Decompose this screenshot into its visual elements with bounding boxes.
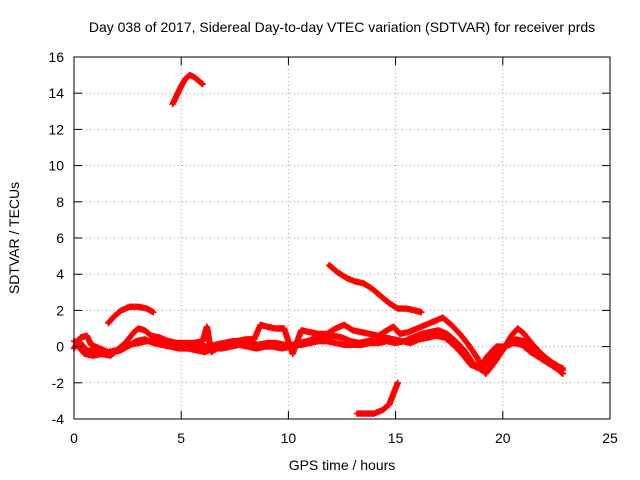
axis-ticks: 0 5 10 15 20 25 -4 -2 0 2 4 6 8 10 12 14 16 <box>48 49 618 446</box>
y-tick-label: 12 <box>48 121 64 137</box>
x-tick-label: 15 <box>388 430 404 446</box>
x-tick-label: 20 <box>495 430 511 446</box>
x-tick-label: 10 <box>281 430 297 446</box>
y-tick-label: -4 <box>52 411 65 427</box>
series-arc-high <box>169 71 206 108</box>
y-tick-label: -2 <box>52 375 65 391</box>
data-point <box>394 379 401 386</box>
x-tick-label: 0 <box>70 430 78 446</box>
y-axis-label: SDTVAR / TECUs <box>6 182 22 294</box>
y-tick-label: 0 <box>56 339 64 355</box>
data-points <box>70 71 567 417</box>
y-tick-label: 10 <box>48 158 64 174</box>
chart-title: Day 038 of 2017, Sidereal Day-to-day VTE… <box>89 19 595 35</box>
y-tick-label: 8 <box>56 194 64 210</box>
x-axis-label: GPS time / hours <box>289 457 396 473</box>
data-point <box>198 80 205 87</box>
series-arc-low <box>353 379 401 417</box>
y-tick-label: 6 <box>56 230 64 246</box>
y-tick-label: 14 <box>48 85 64 101</box>
y-tick-label: 16 <box>48 49 64 65</box>
data-point <box>418 309 425 316</box>
x-tick-label: 5 <box>177 430 185 446</box>
series-baseline-b <box>70 314 567 377</box>
data-point <box>150 309 157 316</box>
series-arc-morning <box>105 303 157 327</box>
series-baseline-c <box>75 332 567 374</box>
grid <box>74 57 610 419</box>
y-tick-label: 4 <box>56 266 64 282</box>
data-point <box>559 366 567 374</box>
series-arc-descending <box>325 261 425 316</box>
y-tick-label: 2 <box>56 302 64 318</box>
data-point <box>199 80 206 88</box>
x-tick-label: 25 <box>602 430 618 446</box>
